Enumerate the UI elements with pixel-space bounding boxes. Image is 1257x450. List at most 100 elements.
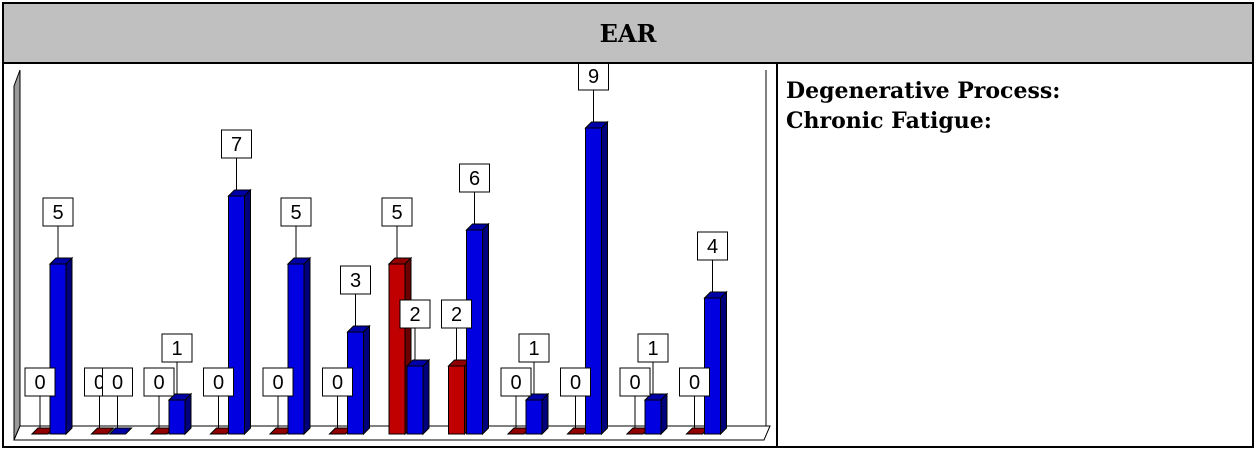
data-label: 4 xyxy=(707,236,718,258)
bar-group xyxy=(405,358,431,436)
chronic-fatigue-label: Chronic Fatigue: xyxy=(786,108,992,134)
label-box xyxy=(203,367,234,397)
label-box xyxy=(42,197,74,227)
label-box xyxy=(262,367,294,397)
panel-title: EAR xyxy=(599,18,657,48)
bar-group xyxy=(465,222,490,436)
bar-group xyxy=(30,427,56,435)
bar-group xyxy=(584,120,609,436)
data-label: 0 xyxy=(213,372,224,394)
bar-group xyxy=(48,256,74,436)
label-box xyxy=(560,367,591,397)
bar-top xyxy=(90,427,115,435)
label-box xyxy=(102,367,133,397)
bar-group xyxy=(643,392,669,436)
data-label: 0 xyxy=(112,372,123,394)
data-label: 1 xyxy=(647,338,658,360)
bar-side xyxy=(184,392,192,436)
data-label: 0 xyxy=(570,372,581,394)
bar-group xyxy=(524,392,550,436)
bar-top xyxy=(703,291,728,299)
bar-top xyxy=(48,257,74,265)
bar-side xyxy=(363,324,370,436)
bar-top xyxy=(465,223,490,231)
bar-top xyxy=(286,257,312,265)
bar-side xyxy=(482,222,489,436)
bar-group xyxy=(346,324,371,436)
data-label: 1 xyxy=(171,338,182,360)
data-label: 0 xyxy=(510,372,521,394)
bar-top xyxy=(387,257,413,265)
data-label: 2 xyxy=(409,304,420,326)
bar-side xyxy=(541,392,549,436)
bar xyxy=(228,195,245,435)
label-box xyxy=(518,333,550,363)
bar-top xyxy=(584,121,609,129)
label-box xyxy=(322,367,353,397)
label-box xyxy=(24,367,56,397)
data-label: 0 xyxy=(272,372,283,394)
bar xyxy=(406,365,424,435)
label-box xyxy=(697,231,728,261)
data-label: 0 xyxy=(153,372,164,394)
data-label: 0 xyxy=(34,372,45,394)
bar-top xyxy=(346,325,371,333)
bar xyxy=(644,399,662,435)
data-label: 5 xyxy=(52,202,63,224)
data-label: 1 xyxy=(528,338,539,360)
bar-side xyxy=(303,256,311,436)
label-box xyxy=(679,367,710,397)
bar xyxy=(448,365,465,435)
bar-group xyxy=(108,427,133,435)
label-box xyxy=(381,197,413,227)
label-box xyxy=(619,367,651,397)
data-label: 9 xyxy=(588,66,599,88)
bar-side xyxy=(601,120,608,436)
label-box xyxy=(340,265,371,295)
data-label: 0 xyxy=(332,372,343,394)
bar-side xyxy=(720,290,727,436)
bar xyxy=(287,263,305,435)
data-label: 2 xyxy=(451,304,462,326)
label-box xyxy=(459,163,490,193)
bar xyxy=(525,399,543,435)
data-label: 6 xyxy=(469,168,480,190)
bar-side xyxy=(244,188,251,436)
bar-group xyxy=(703,290,728,436)
data-label: 0 xyxy=(94,372,105,394)
bar-side xyxy=(660,392,668,436)
label-box xyxy=(637,333,669,363)
label-box xyxy=(500,367,532,397)
data-label: 7 xyxy=(231,134,242,156)
label-box xyxy=(578,64,609,91)
label-box xyxy=(143,367,175,397)
bar-top xyxy=(108,427,133,435)
bar xyxy=(388,263,406,435)
bar-group xyxy=(227,188,252,436)
label-box xyxy=(280,197,312,227)
degenerative-process-label: Degenerative Process: xyxy=(786,78,1061,104)
data-label: 0 xyxy=(689,372,700,394)
bar-group xyxy=(90,427,115,435)
data-label: 3 xyxy=(350,270,361,292)
label-box xyxy=(221,129,252,159)
bar xyxy=(49,263,67,435)
bar-group xyxy=(286,256,312,436)
bar-top xyxy=(405,359,431,367)
left-wall xyxy=(13,69,21,441)
bar-top xyxy=(227,189,252,197)
bar xyxy=(168,399,186,435)
label-box xyxy=(161,333,193,363)
info-panel: Degenerative Process: Chronic Fatigue: xyxy=(778,64,1252,446)
data-label: 5 xyxy=(290,202,301,224)
label-box xyxy=(399,299,431,329)
bar-group xyxy=(167,392,193,436)
bar-side xyxy=(422,358,430,436)
bar-side xyxy=(65,256,73,436)
bar xyxy=(704,297,721,435)
label-box xyxy=(441,299,472,329)
bar-group xyxy=(506,427,532,435)
data-label: 0 xyxy=(629,372,640,394)
